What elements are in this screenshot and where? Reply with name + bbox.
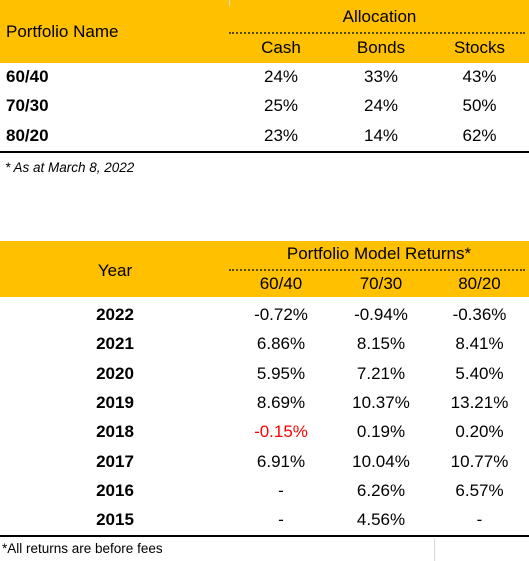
allocation-group-header: Allocation xyxy=(342,7,417,26)
col-header-bonds: Bonds xyxy=(356,38,406,57)
allocation-group-divider xyxy=(229,32,525,34)
header-tick xyxy=(229,0,230,6)
return-80-20: 6.57% xyxy=(455,481,504,500)
stocks-value: 50% xyxy=(462,96,497,115)
year-cell: 2020 xyxy=(96,364,134,383)
bonds-value: 33% xyxy=(363,67,399,86)
year-cell: 2018 xyxy=(96,422,134,441)
col-header-70-30: 70/30 xyxy=(359,274,403,293)
return-60-40: - xyxy=(278,481,284,500)
col-header-cash: Cash xyxy=(261,38,301,57)
allocation-bottom-rule xyxy=(0,151,529,153)
return-80-20: 0.20% xyxy=(455,422,504,441)
year-cell: 2021 xyxy=(96,334,134,353)
return-80-20: 8.41% xyxy=(455,334,504,353)
return-70-30: 10.04% xyxy=(352,452,410,471)
year-cell: 2017 xyxy=(96,452,134,471)
year-cell: 2016 xyxy=(96,481,134,500)
return-70-30: 6.26% xyxy=(356,481,406,500)
stocks-value: 43% xyxy=(462,67,497,86)
footer-tick xyxy=(434,538,435,561)
return-80-20: - xyxy=(476,510,483,529)
return-60-40: 5.95% xyxy=(256,364,306,383)
return-80-20: 13.21% xyxy=(450,393,509,412)
cash-value: 24% xyxy=(263,67,299,86)
stocks-value: 62% xyxy=(462,126,497,145)
year-cell: 2022 xyxy=(96,305,134,324)
bonds-value: 14% xyxy=(363,126,399,145)
returns-group-divider xyxy=(229,269,525,271)
year-cell: 2019 xyxy=(96,393,134,412)
return-80-20: -0.36% xyxy=(452,305,507,324)
portfolio-name: 70/30 xyxy=(6,96,49,115)
returns-group-header: Portfolio Model Returns* xyxy=(286,244,472,263)
return-70-30: 4.56% xyxy=(356,510,406,529)
portfolio-name: 60/40 xyxy=(6,67,49,86)
return-70-30: 8.15% xyxy=(356,334,406,353)
cash-value: 25% xyxy=(263,96,299,115)
bonds-value: 24% xyxy=(363,96,399,115)
col-header-80-20: 80/20 xyxy=(458,274,501,293)
col-header-60-40: 60/40 xyxy=(259,274,303,293)
cash-value: 23% xyxy=(263,126,299,145)
return-60-40: -0.72% xyxy=(254,305,308,324)
year-cell: 2015 xyxy=(96,510,134,529)
returns-footnote: *All returns are before fees xyxy=(2,541,163,556)
return-60-40: - xyxy=(278,510,284,529)
portfolio-name-header: Portfolio Name xyxy=(6,22,119,41)
return-70-30: 7.21% xyxy=(356,364,406,383)
return-60-40: 6.91% xyxy=(256,452,306,471)
return-60-40: 6.86% xyxy=(256,334,306,353)
return-80-20: 5.40% xyxy=(455,364,504,383)
returns-bottom-rule xyxy=(0,535,529,537)
return-70-30: 10.37% xyxy=(352,393,410,412)
return-70-30: -0.94% xyxy=(354,305,408,324)
portfolio-name: 80/20 xyxy=(6,126,49,145)
allocation-footnote: * As at March 8, 2022 xyxy=(5,160,135,175)
col-header-stocks: Stocks xyxy=(453,38,506,57)
return-60-40: 8.69% xyxy=(256,393,306,412)
return-80-20: 10.77% xyxy=(450,452,509,471)
return-70-30: 0.19% xyxy=(356,422,406,441)
return-60-40: -0.15% xyxy=(254,422,308,441)
allocation-header-band xyxy=(0,0,529,63)
year-header: Year xyxy=(97,261,133,280)
